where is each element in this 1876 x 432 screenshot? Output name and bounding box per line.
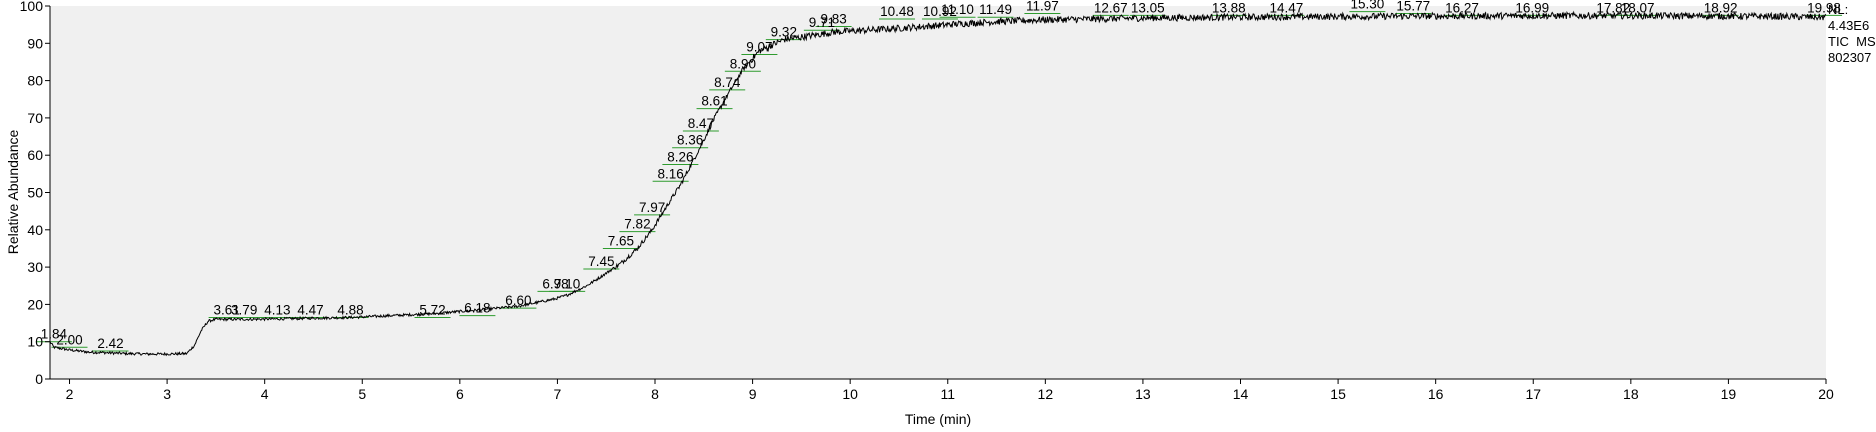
peak-label: 8.74 — [714, 75, 741, 90]
peak-labels: 1.842.00 2.42 3.613.79 4.13 4.47 4.88 5.72 6.18… — [41, 0, 1841, 351]
peak-label: 8.47 — [688, 116, 714, 131]
peak-label: 11.97 — [1026, 0, 1059, 13]
plot-background — [50, 6, 1826, 379]
peak-label: 12.67 — [1094, 0, 1128, 15]
peak-label: 3.79 — [231, 302, 257, 317]
peak-label: 11.10 — [941, 2, 974, 17]
x-tick-label: 17 — [1525, 386, 1541, 402]
nl-label: NL: — [1828, 2, 1848, 17]
x-tick-label: 5 — [358, 386, 366, 402]
y-tick-label: 80 — [27, 73, 43, 89]
peak-label: 10.92 — [923, 4, 957, 19]
peak-label: 13.88 — [1212, 0, 1246, 15]
x-tick-label: 4 — [261, 386, 269, 402]
peak-label: 8.90 — [730, 56, 756, 71]
peak-label: 7.65 — [608, 233, 634, 248]
peak-label: 15.77 — [1396, 0, 1430, 13]
peak-label: 1.84 — [41, 327, 68, 342]
peak-label: 18.07 — [1621, 0, 1655, 15]
peak-label: 7.10 — [554, 276, 580, 291]
x-tick-label: 9 — [749, 386, 757, 402]
peak-label: 7.97 — [639, 200, 665, 215]
peak-label: 7.45 — [588, 254, 614, 269]
y-tick-label: 30 — [27, 259, 43, 275]
peak-label: 7.82 — [624, 217, 650, 232]
peak-label: 16.99 — [1515, 0, 1549, 15]
x-tick-label: 12 — [1038, 386, 1054, 402]
peak-label: 8.36 — [677, 133, 703, 148]
y-axis-title: Relative Abundance — [5, 130, 21, 255]
peak-label: 14.47 — [1269, 0, 1303, 15]
x-ticks: 2 3 4 5 6 7 8 9 10 11 12 13 14 15 16 17 18 19 20 — [66, 379, 1834, 402]
peak-label: 9.07 — [746, 39, 772, 54]
x-tick-label: 13 — [1135, 386, 1151, 402]
peak-label: 2.00 — [56, 332, 82, 347]
x-tick-label: 10 — [842, 386, 858, 402]
peak-label: 2.42 — [97, 336, 123, 351]
y-tick-label: 20 — [27, 296, 43, 312]
peak-label: 6.18 — [464, 301, 490, 316]
peak-label: 8.16 — [657, 166, 683, 181]
peak-label: 11.49 — [979, 2, 1012, 17]
x-tick-label: 11 — [940, 386, 955, 402]
peak-label: 8.26 — [667, 150, 693, 165]
x-tick-label: 8 — [651, 386, 659, 402]
peak-label: 6.60 — [505, 293, 531, 308]
peak-label: 9.32 — [771, 25, 797, 40]
y-ticks: 0 10 20 30 40 50 60 70 80 90 100 — [20, 0, 50, 387]
y-tick-label: 100 — [20, 0, 44, 14]
peak-label: 3.61 — [213, 302, 239, 317]
peak-label: 17.82 — [1596, 0, 1630, 15]
peak-label: 9.83 — [820, 12, 846, 27]
peak-label: 5.72 — [419, 302, 445, 317]
nl-value: 4.43E6 — [1828, 18, 1869, 33]
x-tick-label: 3 — [163, 386, 171, 402]
y-tick-label: 40 — [27, 222, 43, 238]
peak-label: 15.30 — [1350, 0, 1384, 12]
y-tick-label: 10 — [27, 334, 43, 350]
x-axis-title: Time (min) — [905, 411, 971, 427]
peak-label: 19.98 — [1807, 0, 1841, 15]
y-tick-label: 70 — [27, 110, 43, 126]
x-tick-label: 19 — [1721, 386, 1737, 402]
y-tick-label: 60 — [27, 147, 43, 163]
x-tick-label: 16 — [1428, 386, 1444, 402]
x-tick-label: 2 — [66, 386, 74, 402]
peak-label: 4.47 — [297, 302, 323, 317]
peak-label: 9.71 — [809, 15, 835, 30]
x-tick-label: 6 — [456, 386, 464, 402]
y-tick-label: 90 — [27, 35, 43, 51]
scan-filter: TIC MS — [1828, 34, 1876, 49]
tic-trace — [49, 10, 1827, 357]
x-tick-label: 18 — [1623, 386, 1639, 402]
file-name: 802307 — [1828, 50, 1871, 65]
peak-label: 6.98 — [542, 276, 568, 291]
y-tick-label: 50 — [27, 185, 43, 201]
y-tick-label: 0 — [35, 371, 43, 387]
x-tick-label: 14 — [1233, 386, 1249, 402]
peak-label: 10.48 — [880, 4, 914, 19]
peak-label: 4.13 — [264, 302, 290, 317]
peak-label: 18.92 — [1704, 0, 1738, 15]
peak-label: 13.05 — [1131, 0, 1165, 15]
x-tick-label: 20 — [1818, 386, 1834, 402]
peak-label: 8.61 — [701, 94, 727, 109]
x-tick-label: 7 — [554, 386, 562, 402]
x-tick-label: 15 — [1330, 386, 1346, 402]
peak-label: 16.27 — [1445, 0, 1479, 15]
peak-label: 4.88 — [337, 302, 363, 317]
